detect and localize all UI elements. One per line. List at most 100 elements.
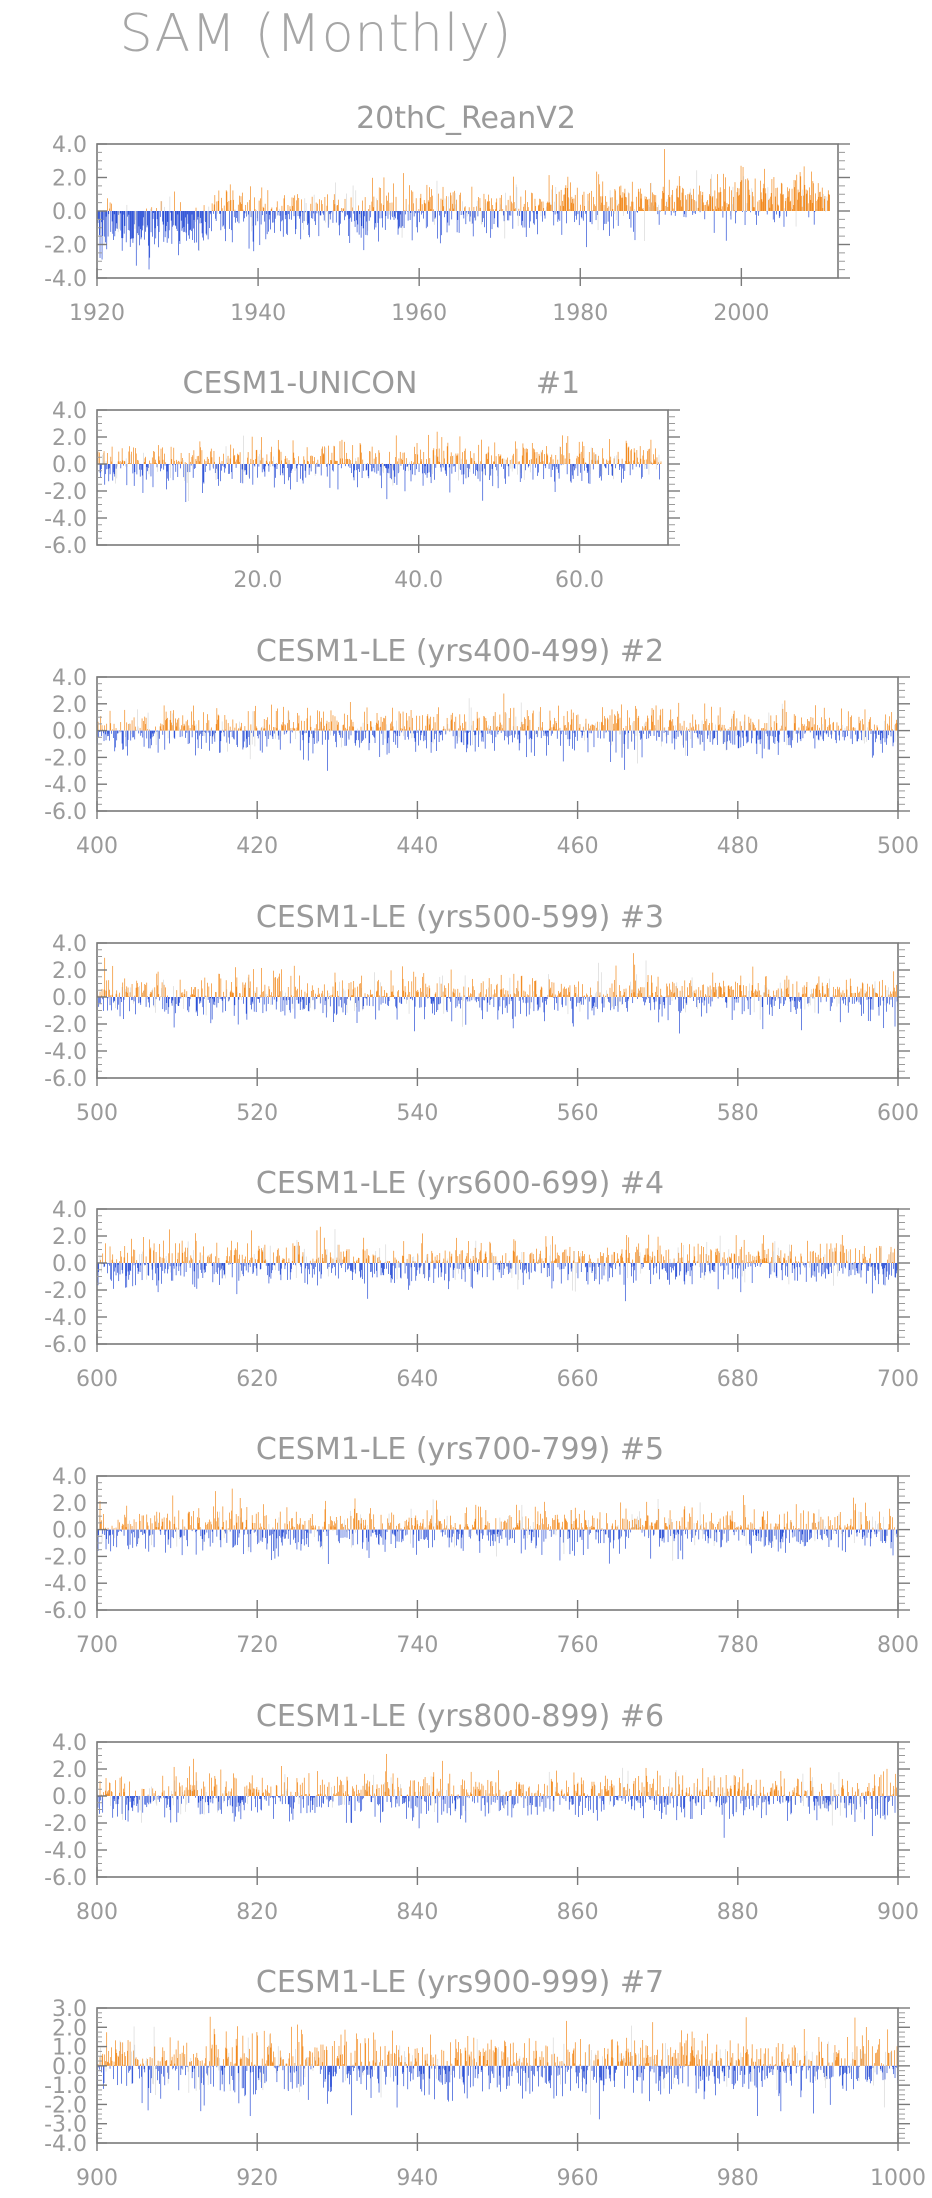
bar (227, 202, 228, 211)
bar (348, 731, 349, 739)
bar (391, 722, 392, 731)
bar (602, 997, 603, 1003)
bar (267, 454, 268, 464)
bar (438, 707, 439, 730)
bar (359, 731, 360, 748)
bar (643, 210, 644, 211)
bar (586, 464, 587, 468)
bar (109, 990, 110, 997)
bar (825, 196, 826, 211)
bar (483, 464, 484, 465)
bar (820, 192, 821, 211)
bar (796, 211, 797, 227)
bar (429, 719, 430, 731)
bar (479, 993, 480, 997)
bar (789, 731, 790, 746)
bar (224, 731, 225, 737)
bar (166, 712, 167, 731)
bar (755, 179, 756, 211)
bar (339, 1259, 340, 1263)
bar (855, 728, 856, 731)
bar (233, 993, 234, 997)
bar (869, 719, 870, 730)
bar (219, 211, 220, 214)
bar (644, 723, 645, 730)
bar (297, 713, 298, 731)
bar (490, 726, 491, 731)
bar (412, 464, 413, 474)
bar (491, 198, 492, 211)
bar (187, 211, 188, 214)
chart-panel-2: CESM1-LE (yrs400-499) #24.02.00.0-2.0-4.… (44, 634, 919, 859)
bar (838, 726, 839, 731)
bar (504, 459, 505, 464)
bar (596, 454, 597, 464)
bar (739, 985, 740, 997)
bar (250, 459, 251, 464)
bar (879, 981, 880, 997)
bar (209, 997, 210, 1003)
bar (120, 211, 121, 231)
bar (198, 456, 199, 464)
bar (107, 1263, 108, 1273)
bar (101, 211, 102, 222)
bar (279, 449, 280, 464)
bar (483, 731, 484, 742)
bar (289, 211, 290, 219)
bar (382, 211, 383, 218)
bar (659, 455, 660, 464)
bar (642, 209, 643, 211)
bar (151, 1263, 152, 1266)
bar (854, 730, 855, 731)
bar (723, 211, 724, 218)
bar (124, 1246, 125, 1263)
bar (559, 192, 560, 211)
bar (136, 1263, 137, 1264)
bar (616, 723, 617, 730)
bar (580, 454, 581, 464)
bar (837, 997, 838, 1007)
bar (314, 997, 315, 1010)
bar (222, 464, 223, 466)
bar (337, 1258, 338, 1263)
bar (817, 983, 818, 997)
bar (150, 994, 151, 997)
bar (141, 1254, 142, 1263)
bar (600, 995, 601, 997)
bar (416, 991, 417, 997)
bar (601, 464, 602, 481)
bar (166, 1260, 167, 1263)
bar (337, 991, 338, 997)
bar (140, 731, 141, 736)
bar (257, 464, 258, 478)
bar (517, 726, 518, 730)
bar (319, 199, 320, 211)
bar (186, 463, 187, 464)
bar (823, 986, 824, 997)
bar (498, 997, 499, 1020)
bar (546, 731, 547, 756)
bar (419, 997, 420, 1008)
bar (348, 464, 349, 466)
bar (663, 187, 664, 211)
bar (835, 731, 836, 732)
bar (634, 992, 635, 997)
bar (837, 722, 838, 730)
bar (257, 450, 258, 464)
bar (136, 1260, 137, 1263)
bar (668, 995, 669, 997)
bar (666, 206, 667, 211)
bar (729, 989, 730, 997)
bar (594, 210, 595, 211)
bar (168, 1253, 169, 1263)
bar (608, 719, 609, 730)
bar (106, 211, 107, 217)
bar (474, 453, 475, 464)
bar (188, 211, 189, 224)
bar (633, 461, 634, 465)
bar (654, 997, 655, 1002)
bar (163, 211, 164, 242)
bar (185, 731, 186, 738)
bar (528, 464, 529, 467)
bar (492, 464, 493, 469)
